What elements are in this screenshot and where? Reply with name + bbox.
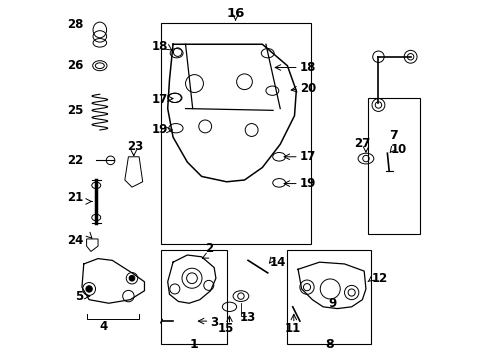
Text: 7: 7 — [388, 129, 397, 142]
Text: 18: 18 — [151, 40, 167, 53]
Text: 8: 8 — [324, 338, 333, 351]
Text: 16: 16 — [226, 8, 244, 21]
Text: 13: 13 — [240, 311, 256, 324]
Text: 20: 20 — [299, 82, 315, 95]
Text: 10: 10 — [389, 143, 406, 156]
Bar — [367, 98, 419, 234]
Text: 19: 19 — [299, 177, 316, 190]
Text: 2: 2 — [204, 242, 212, 255]
Text: 17: 17 — [299, 150, 315, 163]
Text: 27: 27 — [353, 137, 370, 150]
Text: 18: 18 — [299, 61, 316, 74]
Text: 14: 14 — [269, 256, 285, 269]
Text: 15: 15 — [217, 322, 234, 335]
Text: 17: 17 — [151, 93, 167, 106]
Text: 22: 22 — [67, 154, 83, 167]
Text: 3: 3 — [210, 316, 218, 329]
Text: 4: 4 — [99, 320, 107, 333]
Text: 24: 24 — [66, 234, 83, 247]
Text: 26: 26 — [66, 59, 83, 72]
Text: 12: 12 — [370, 272, 387, 285]
Text: 11: 11 — [284, 322, 300, 335]
Circle shape — [129, 275, 135, 281]
Bar — [160, 249, 226, 344]
Text: 9: 9 — [328, 297, 336, 310]
Text: 21: 21 — [67, 192, 83, 204]
Text: 28: 28 — [66, 18, 83, 31]
Text: 1: 1 — [189, 338, 198, 351]
Text: 23: 23 — [127, 140, 143, 153]
Text: 5: 5 — [75, 289, 83, 303]
Circle shape — [86, 286, 92, 292]
Text: 19: 19 — [151, 123, 167, 136]
Text: 25: 25 — [66, 104, 83, 117]
Bar — [160, 23, 310, 244]
Bar — [287, 249, 370, 344]
